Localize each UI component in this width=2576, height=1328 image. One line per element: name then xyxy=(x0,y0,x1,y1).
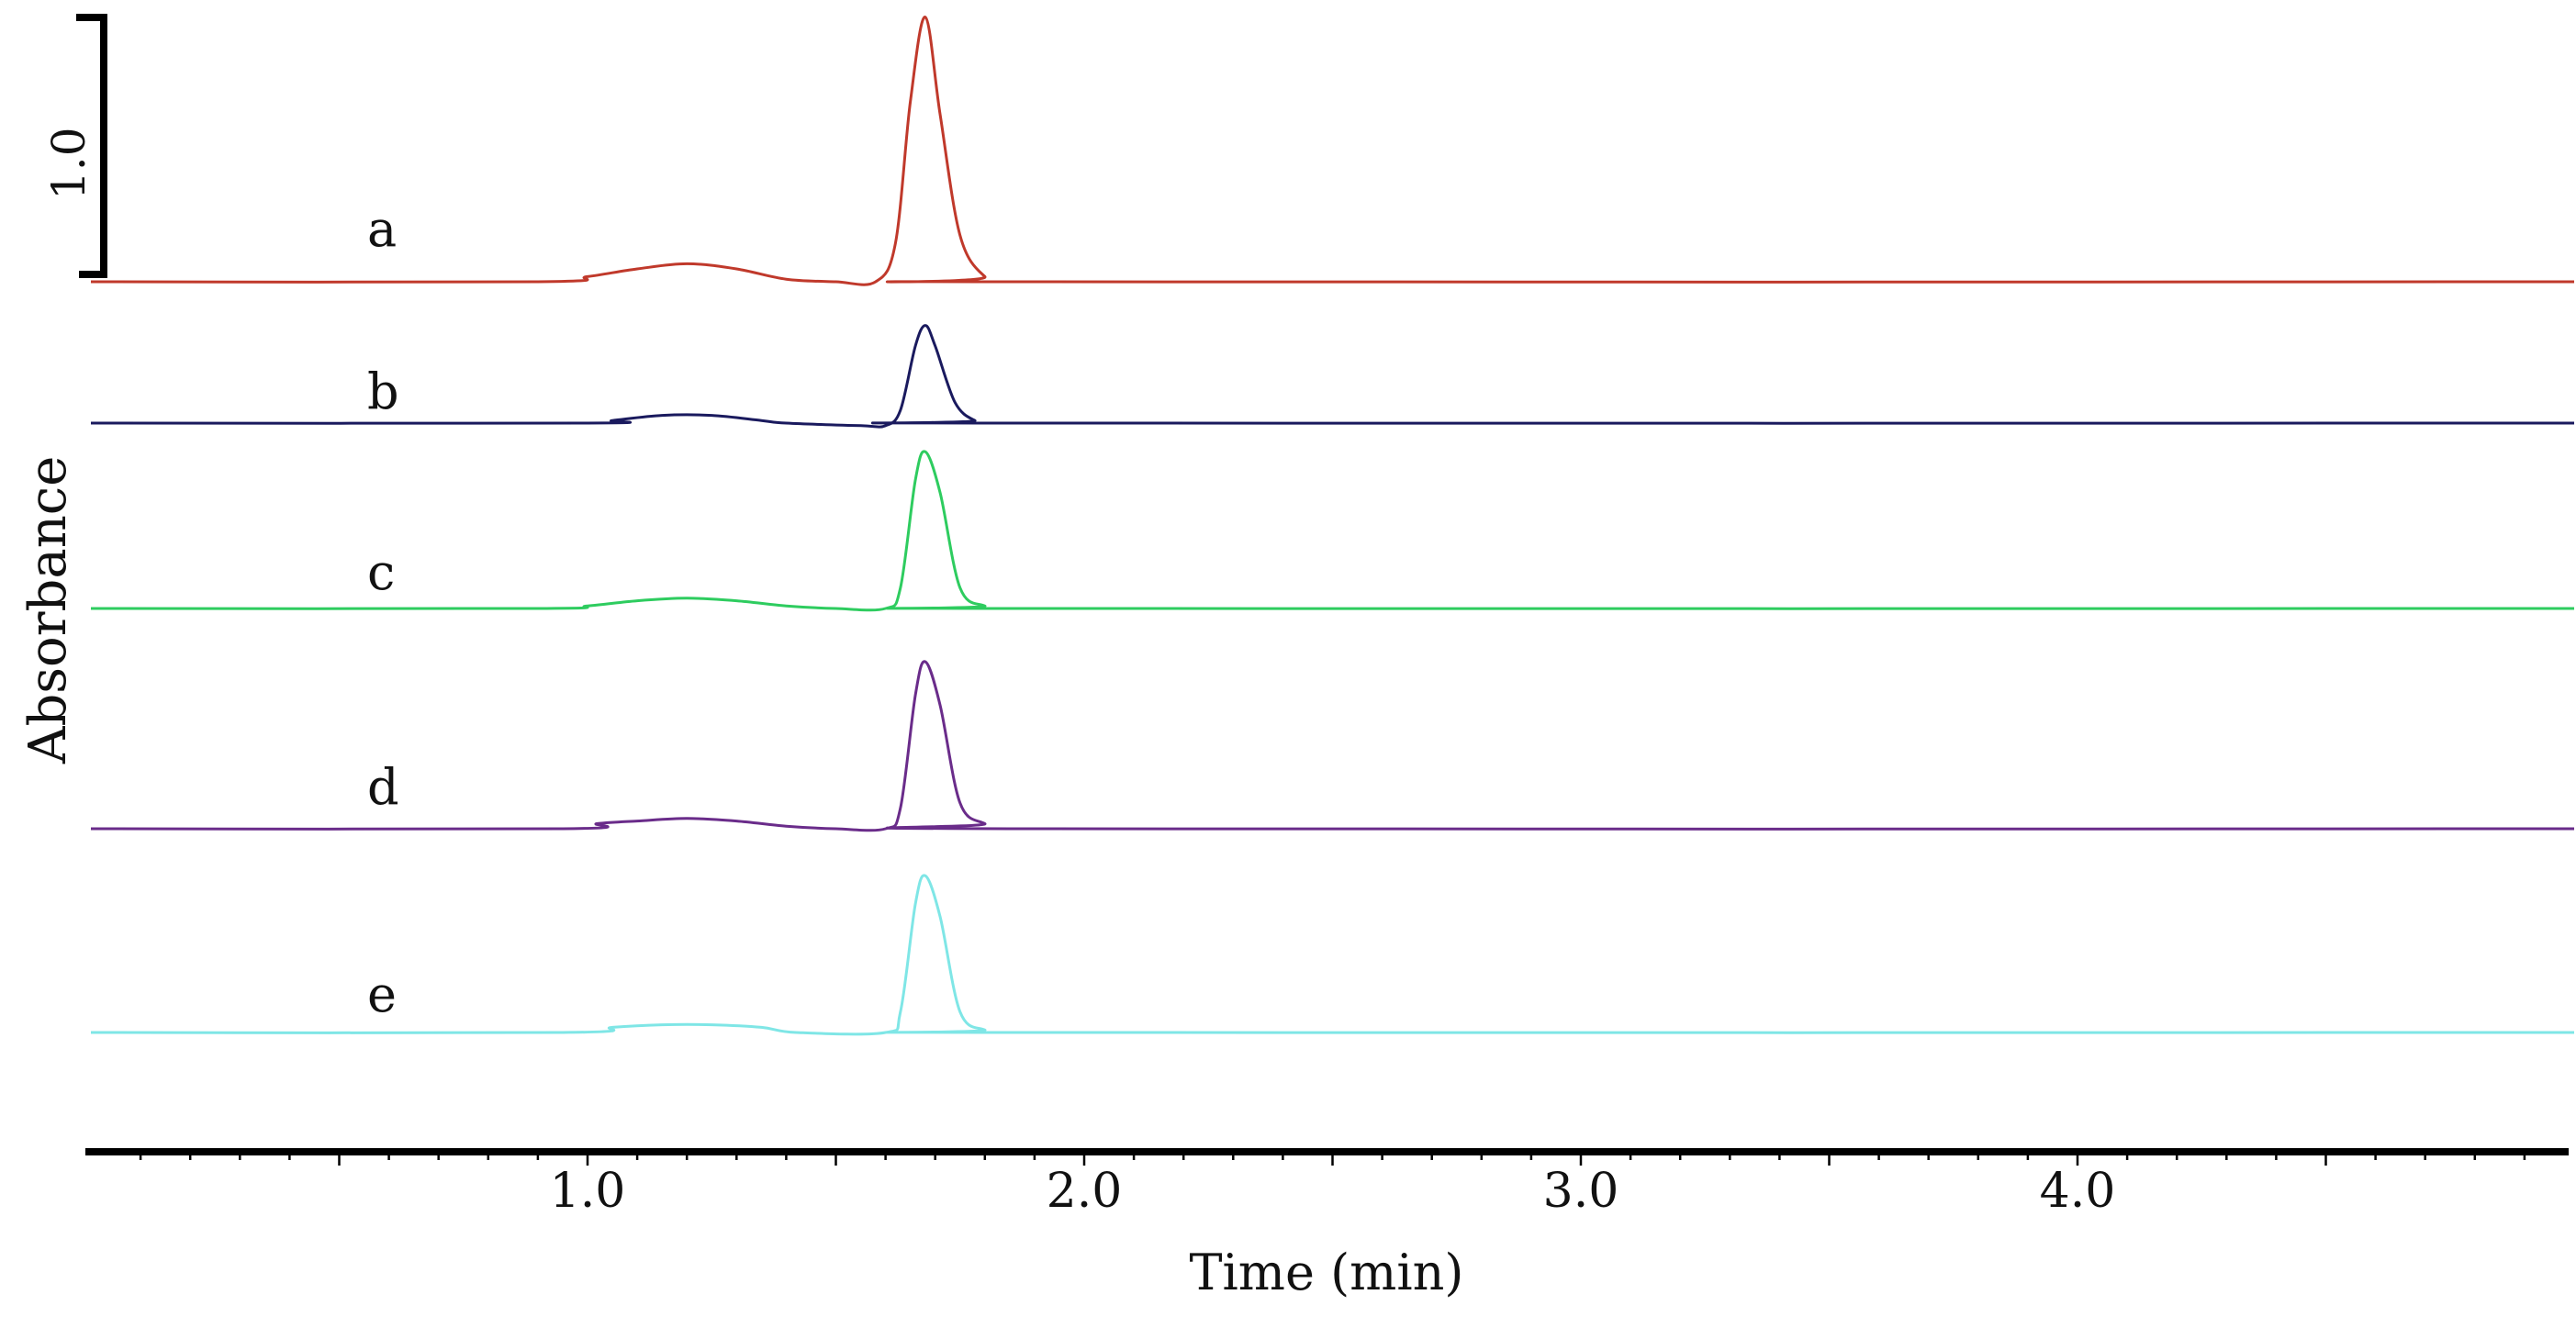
trace-label-a: a xyxy=(367,200,398,258)
trace-c xyxy=(90,450,2575,612)
scale-bar-label: 1.0 xyxy=(42,127,95,200)
y-axis-title: Absorbance xyxy=(18,455,78,764)
x-tick-label-3: 3.0 xyxy=(1542,1164,1619,1219)
x-tick-label-4: 4.0 xyxy=(2039,1164,2116,1219)
trace-label-c: c xyxy=(367,543,396,601)
x-tick-label-1: 1.0 xyxy=(549,1164,626,1219)
x-tick-label-2: 2.0 xyxy=(1046,1164,1123,1219)
chromatogram-traces xyxy=(90,16,2575,1036)
x-axis-line xyxy=(85,1148,2569,1155)
trace-label-d: d xyxy=(367,758,399,816)
trace-d xyxy=(90,660,2575,832)
trace-label-b: b xyxy=(367,363,399,420)
trace-a xyxy=(90,16,2575,286)
trace-b xyxy=(90,324,2575,429)
x-axis-title: Time (min) xyxy=(1189,1244,1464,1301)
scale-bar-bracket xyxy=(76,14,107,278)
trace-e xyxy=(90,874,2575,1036)
x-axis xyxy=(85,1148,2569,1166)
trace-label-e: e xyxy=(367,965,397,1023)
absorbance-scale-bar xyxy=(76,14,107,278)
